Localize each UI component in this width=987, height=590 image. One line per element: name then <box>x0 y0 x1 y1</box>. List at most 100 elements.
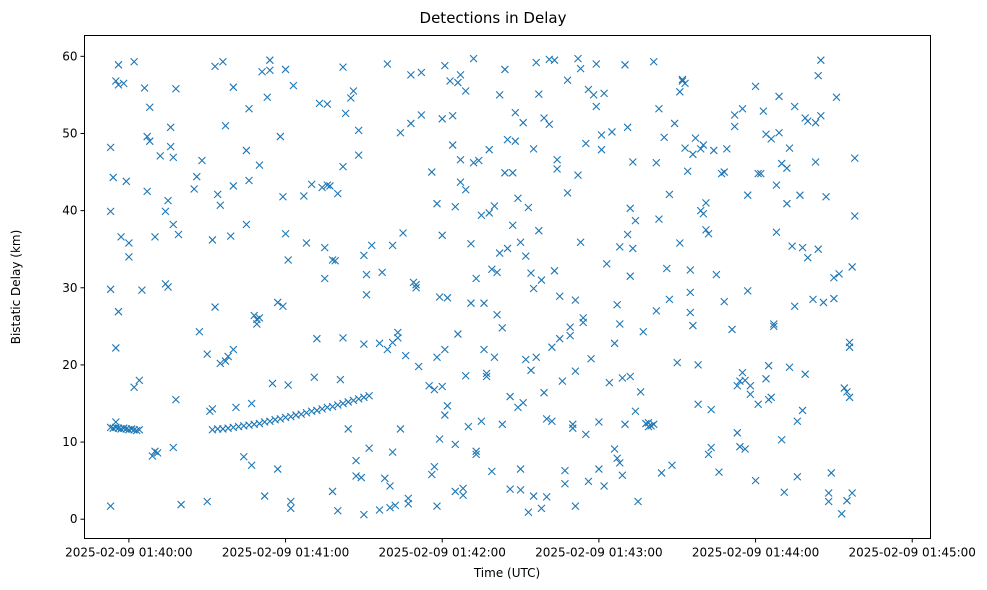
x-axis-label: Time (UTC) <box>473 566 540 580</box>
data-point <box>631 407 640 416</box>
data-point <box>845 338 854 347</box>
data-point <box>534 226 543 235</box>
data-point <box>827 469 836 477</box>
data-point <box>790 302 799 311</box>
data-point <box>130 383 138 392</box>
data-point <box>542 492 551 501</box>
data-point <box>722 145 731 153</box>
data-point <box>451 440 460 449</box>
data-point <box>354 394 363 403</box>
data-point <box>135 425 144 434</box>
data-point <box>232 403 240 412</box>
data-point <box>339 162 347 171</box>
data-point <box>796 191 804 200</box>
data-point <box>360 510 368 519</box>
y-tick-label: 0 <box>70 512 78 526</box>
data-point <box>746 381 755 390</box>
data-point <box>323 181 332 190</box>
data-point <box>668 461 676 470</box>
data-point <box>848 489 857 497</box>
data-point <box>360 340 368 348</box>
data-point <box>430 385 439 394</box>
data-point <box>665 190 674 199</box>
data-point <box>106 143 115 152</box>
plot-frame <box>84 35 931 539</box>
data-point <box>736 442 744 451</box>
data-point <box>122 177 131 186</box>
data-point <box>386 503 394 512</box>
data-point <box>461 185 470 194</box>
data-point <box>166 142 175 151</box>
data-point <box>427 470 436 479</box>
data-point <box>524 203 533 212</box>
data-point <box>837 509 846 518</box>
data-point <box>440 61 449 70</box>
data-point <box>532 58 541 67</box>
data-point <box>495 91 504 99</box>
data-point <box>396 425 405 433</box>
data-point <box>767 134 776 143</box>
data-point <box>451 202 460 211</box>
data-point <box>655 104 663 113</box>
data-point <box>328 487 337 496</box>
data-point <box>333 506 342 515</box>
data-point <box>456 70 465 79</box>
data-point <box>109 173 118 182</box>
data-point <box>720 168 729 176</box>
data-point <box>119 424 128 433</box>
data-point <box>352 456 360 465</box>
data-point <box>331 256 340 265</box>
data-point <box>850 212 859 220</box>
data-point <box>803 117 812 126</box>
data-point <box>678 75 687 84</box>
data-point <box>459 491 467 500</box>
data-point <box>362 270 371 279</box>
data-point <box>380 474 389 483</box>
data-point <box>498 420 507 429</box>
data-point <box>482 369 491 378</box>
data-point <box>610 339 619 348</box>
data-point <box>417 111 426 119</box>
data-point <box>219 57 227 66</box>
data-point <box>743 286 752 295</box>
data-point <box>344 425 353 433</box>
data-point <box>600 482 608 490</box>
data-point <box>427 168 436 176</box>
data-point <box>605 378 614 387</box>
data-point <box>388 241 397 250</box>
data-point <box>153 448 162 457</box>
data-point <box>161 207 170 216</box>
data-point <box>615 320 624 328</box>
data-point <box>459 484 467 493</box>
data-point <box>213 190 222 199</box>
data-point <box>720 297 729 306</box>
data-point <box>775 128 783 137</box>
data-point <box>529 284 538 293</box>
data-point <box>595 465 603 473</box>
data-point <box>263 93 272 102</box>
data-point <box>576 238 585 247</box>
data-point <box>114 80 123 89</box>
data-point <box>477 211 486 220</box>
data-point <box>365 444 373 453</box>
data-point <box>733 428 742 437</box>
data-point <box>216 201 225 210</box>
data-point <box>252 320 261 328</box>
x-tick-label: 2025-02-09 01:42:00 <box>378 546 505 560</box>
x-axis: 2025-02-09 01:40:00 2025-02-09 01:41:00 20… <box>65 538 976 560</box>
data-point <box>775 92 783 101</box>
data-point <box>816 56 825 65</box>
data-point <box>576 64 585 73</box>
data-point <box>563 188 572 197</box>
data-point <box>845 393 854 402</box>
data-point <box>461 371 470 380</box>
data-point <box>383 345 392 354</box>
data-point <box>472 274 481 283</box>
data-point <box>401 351 410 360</box>
data-point <box>751 476 760 485</box>
data-point <box>318 183 326 192</box>
y-axis: 0 10 20 30 40 50 60 <box>62 49 85 526</box>
data-point <box>229 182 238 190</box>
data-point <box>521 355 530 364</box>
data-point <box>730 111 739 119</box>
